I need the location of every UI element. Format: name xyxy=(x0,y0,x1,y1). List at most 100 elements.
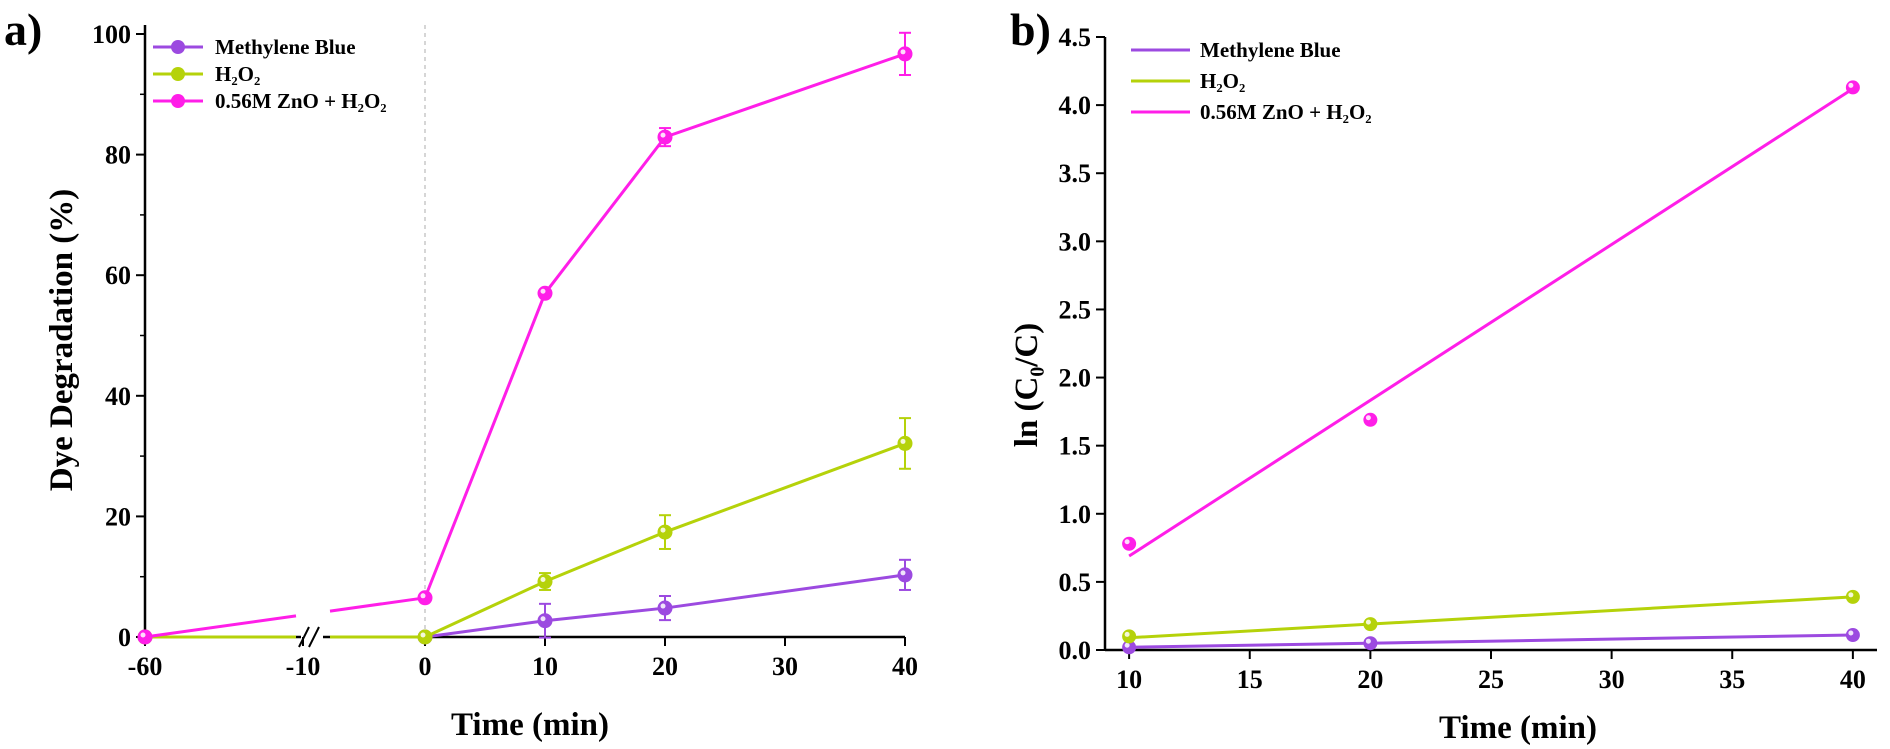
panel-a-y-tick-label: 80 xyxy=(105,141,131,170)
panel-b-series-zno-h2o2 xyxy=(1122,80,1860,558)
panel-a-y-tick-label: 40 xyxy=(105,382,131,411)
panel-a-axis-break-mark xyxy=(308,626,320,648)
panel-b-point-h2o2 xyxy=(1845,589,1860,604)
panel-a-point-h2o2 xyxy=(897,435,913,451)
panel-a-point-highlight xyxy=(140,632,146,638)
panel-a-series-line-zno-h2o2 xyxy=(329,52,906,613)
panel-b-y-tick-label: 0.5 xyxy=(1059,568,1092,597)
panel-a-point-highlight xyxy=(900,49,906,55)
panel-b-legend-label-h2o2: H₂O₂ xyxy=(1200,69,1245,93)
panel-a-legend-marker xyxy=(171,67,185,81)
panel-b-y-tick-label: 2.5 xyxy=(1059,295,1092,324)
panel-b-point-methylene-blue xyxy=(1363,636,1378,651)
panel-a-legend-label-methylene-blue: Methylene Blue xyxy=(215,35,356,59)
panel-a-x-tick-label: -10 xyxy=(286,652,321,681)
panel-a-x-tick-label: 0 xyxy=(419,652,432,681)
panel-b-x-tick-label: 40 xyxy=(1840,665,1866,694)
panel-b-point-zno-h2o2 xyxy=(1845,80,1860,95)
panel-b-legend-label-zno-h2o2: 0.56M ZnO + H₂O₂ xyxy=(1200,100,1372,124)
panel-b-point-highlight xyxy=(1848,630,1854,636)
panel-a-legend: Methylene Blue H₂O₂ 0.56M ZnO + H₂O₂ xyxy=(153,35,387,113)
panel-b-x-tick-label: 15 xyxy=(1237,665,1263,694)
panel-b-y-axis-title: ln (C₀/C) xyxy=(1009,323,1045,447)
panel-b-letter: b) xyxy=(1010,4,1051,55)
panel-b-point-highlight xyxy=(1848,82,1854,88)
panel-a-point-zno-h2o2 xyxy=(657,129,673,145)
panel-a-letter: a) xyxy=(4,4,42,55)
panel-b-x-tick-label: 30 xyxy=(1599,665,1625,694)
panel-b-y-tick-label: 0.0 xyxy=(1059,636,1092,665)
panel-a-y-tick-label: 60 xyxy=(105,261,131,290)
panel-b-series-h2o2 xyxy=(1122,589,1860,644)
panel-b-y-tick-label: 1.5 xyxy=(1059,432,1092,461)
panel-a-y-tick-label: 0 xyxy=(118,623,131,652)
panel-a-legend-label-zno-h2o2: 0.56M ZnO + H₂O₂ xyxy=(215,89,387,113)
panel-a-x-tick-label: 10 xyxy=(532,652,558,681)
panel-b-fit-line-zno-h2o2 xyxy=(1128,87,1854,558)
panel-a-point-highlight xyxy=(540,288,546,294)
panel-a-y-tick-label: 20 xyxy=(105,502,131,531)
panel-a-point-highlight xyxy=(900,570,906,576)
panel-b-legend: Methylene Blue H₂O₂ 0.56M ZnO + H₂O₂ xyxy=(1131,38,1372,124)
panel-a-point-h2o2 xyxy=(537,574,553,590)
panel-a-point-h2o2 xyxy=(657,524,673,540)
panel-a-series-zno-h2o2 xyxy=(137,31,913,645)
panel-a-legend-marker xyxy=(171,40,185,54)
panel-b-axes: 10 15 20 25 30 35 40 0.0 0.5 1.0 1.5 2.0 2.5 3.0 3.5 4.… xyxy=(1059,23,1877,694)
panel-a-point-highlight xyxy=(420,632,426,638)
panel-b-series-methylene-blue xyxy=(1122,628,1860,655)
panel-b-point-h2o2 xyxy=(1122,629,1137,644)
panel-a-y-axis-title: Dye Degradation (%) xyxy=(44,189,80,491)
panel-b-y-tick-label: 3.0 xyxy=(1059,227,1092,256)
panel-a-point-highlight xyxy=(540,616,546,622)
panel-b-fit-line-h2o2 xyxy=(1129,595,1853,640)
panel-a-point-highlight xyxy=(660,603,666,609)
panel-b-fit-line-methylene-blue xyxy=(1129,633,1853,649)
panel-b-point-highlight xyxy=(1124,539,1130,545)
panel-a-x-tick-label: -60 xyxy=(128,652,163,681)
panel-b-point-highlight xyxy=(1365,619,1371,625)
panel-b-point-highlight xyxy=(1124,642,1130,648)
panel-a-x-axis-title: Time (min) xyxy=(451,707,609,743)
panel-a-series-methylene-blue xyxy=(137,558,913,645)
panel-a-x-tick-label: 40 xyxy=(892,652,918,681)
panel-b-x-tick-label: 35 xyxy=(1719,665,1745,694)
panel-b-y-tick-label: 2.0 xyxy=(1059,364,1092,393)
panel-a-y-tick-label: 100 xyxy=(92,20,131,49)
panel-b-point-methylene-blue xyxy=(1845,628,1860,643)
panel-a-series-line-h2o2 xyxy=(330,442,906,639)
panel-a-point-zno-h2o2 xyxy=(537,285,553,301)
panel-a-point-methylene-blue xyxy=(897,567,913,583)
panel-b-legend-label-methylene-blue: Methylene Blue xyxy=(1200,38,1341,62)
panel-a-point-h2o2 xyxy=(417,629,433,645)
panel-a-legend-label-h2o2: H₂O₂ xyxy=(215,62,260,86)
panel-a-point-highlight xyxy=(540,577,546,583)
panel-b-y-tick-label: 3.5 xyxy=(1059,159,1092,188)
panel-b-y-tick-label: 4.0 xyxy=(1059,91,1092,120)
panel-a-point-highlight xyxy=(660,527,666,533)
panel-a-series-line-methylene-blue xyxy=(330,573,906,639)
panel-a-point-methylene-blue xyxy=(657,600,673,616)
panel-b-point-highlight xyxy=(1365,415,1371,421)
panel-a-legend-marker xyxy=(171,94,185,108)
panel-b-point-highlight xyxy=(1124,631,1130,637)
panel-b-x-axis-title: Time (min) xyxy=(1439,710,1597,746)
panel-a-x-tick-label: 30 xyxy=(772,652,798,681)
panel-a-point-zno-h2o2 xyxy=(417,590,433,606)
panel-a-series-line-zno-h2o2 xyxy=(144,614,297,639)
panel-a-point-zno-h2o2 xyxy=(137,629,153,645)
panel-b-point-highlight xyxy=(1848,592,1854,598)
panel-b-x-tick-label: 10 xyxy=(1116,665,1142,694)
panel-a-degradation-chart: a) -60 -10 0 10 20 30 40 0 20 40 60 80 100 Methylene… xyxy=(4,4,918,743)
panel-b-point-highlight xyxy=(1365,638,1371,644)
panel-a-point-highlight xyxy=(420,593,426,599)
panel-a-axes: -60 -10 0 10 20 30 40 0 20 40 60 80 100 xyxy=(92,20,918,681)
panel-b-x-tick-label: 25 xyxy=(1478,665,1504,694)
panel-a-point-methylene-blue xyxy=(537,613,553,629)
panel-b-kinetics-chart: b) 10 15 20 25 30 35 40 0.0 0.5 1.0 1.5 2.0 2.5 3.0 3.… xyxy=(1009,4,1877,746)
panel-b-y-tick-label: 4.5 xyxy=(1059,23,1092,52)
panel-a-series-h2o2 xyxy=(137,417,913,645)
panel-b-point-zno-h2o2 xyxy=(1363,412,1378,427)
panel-a-point-highlight xyxy=(660,132,666,138)
